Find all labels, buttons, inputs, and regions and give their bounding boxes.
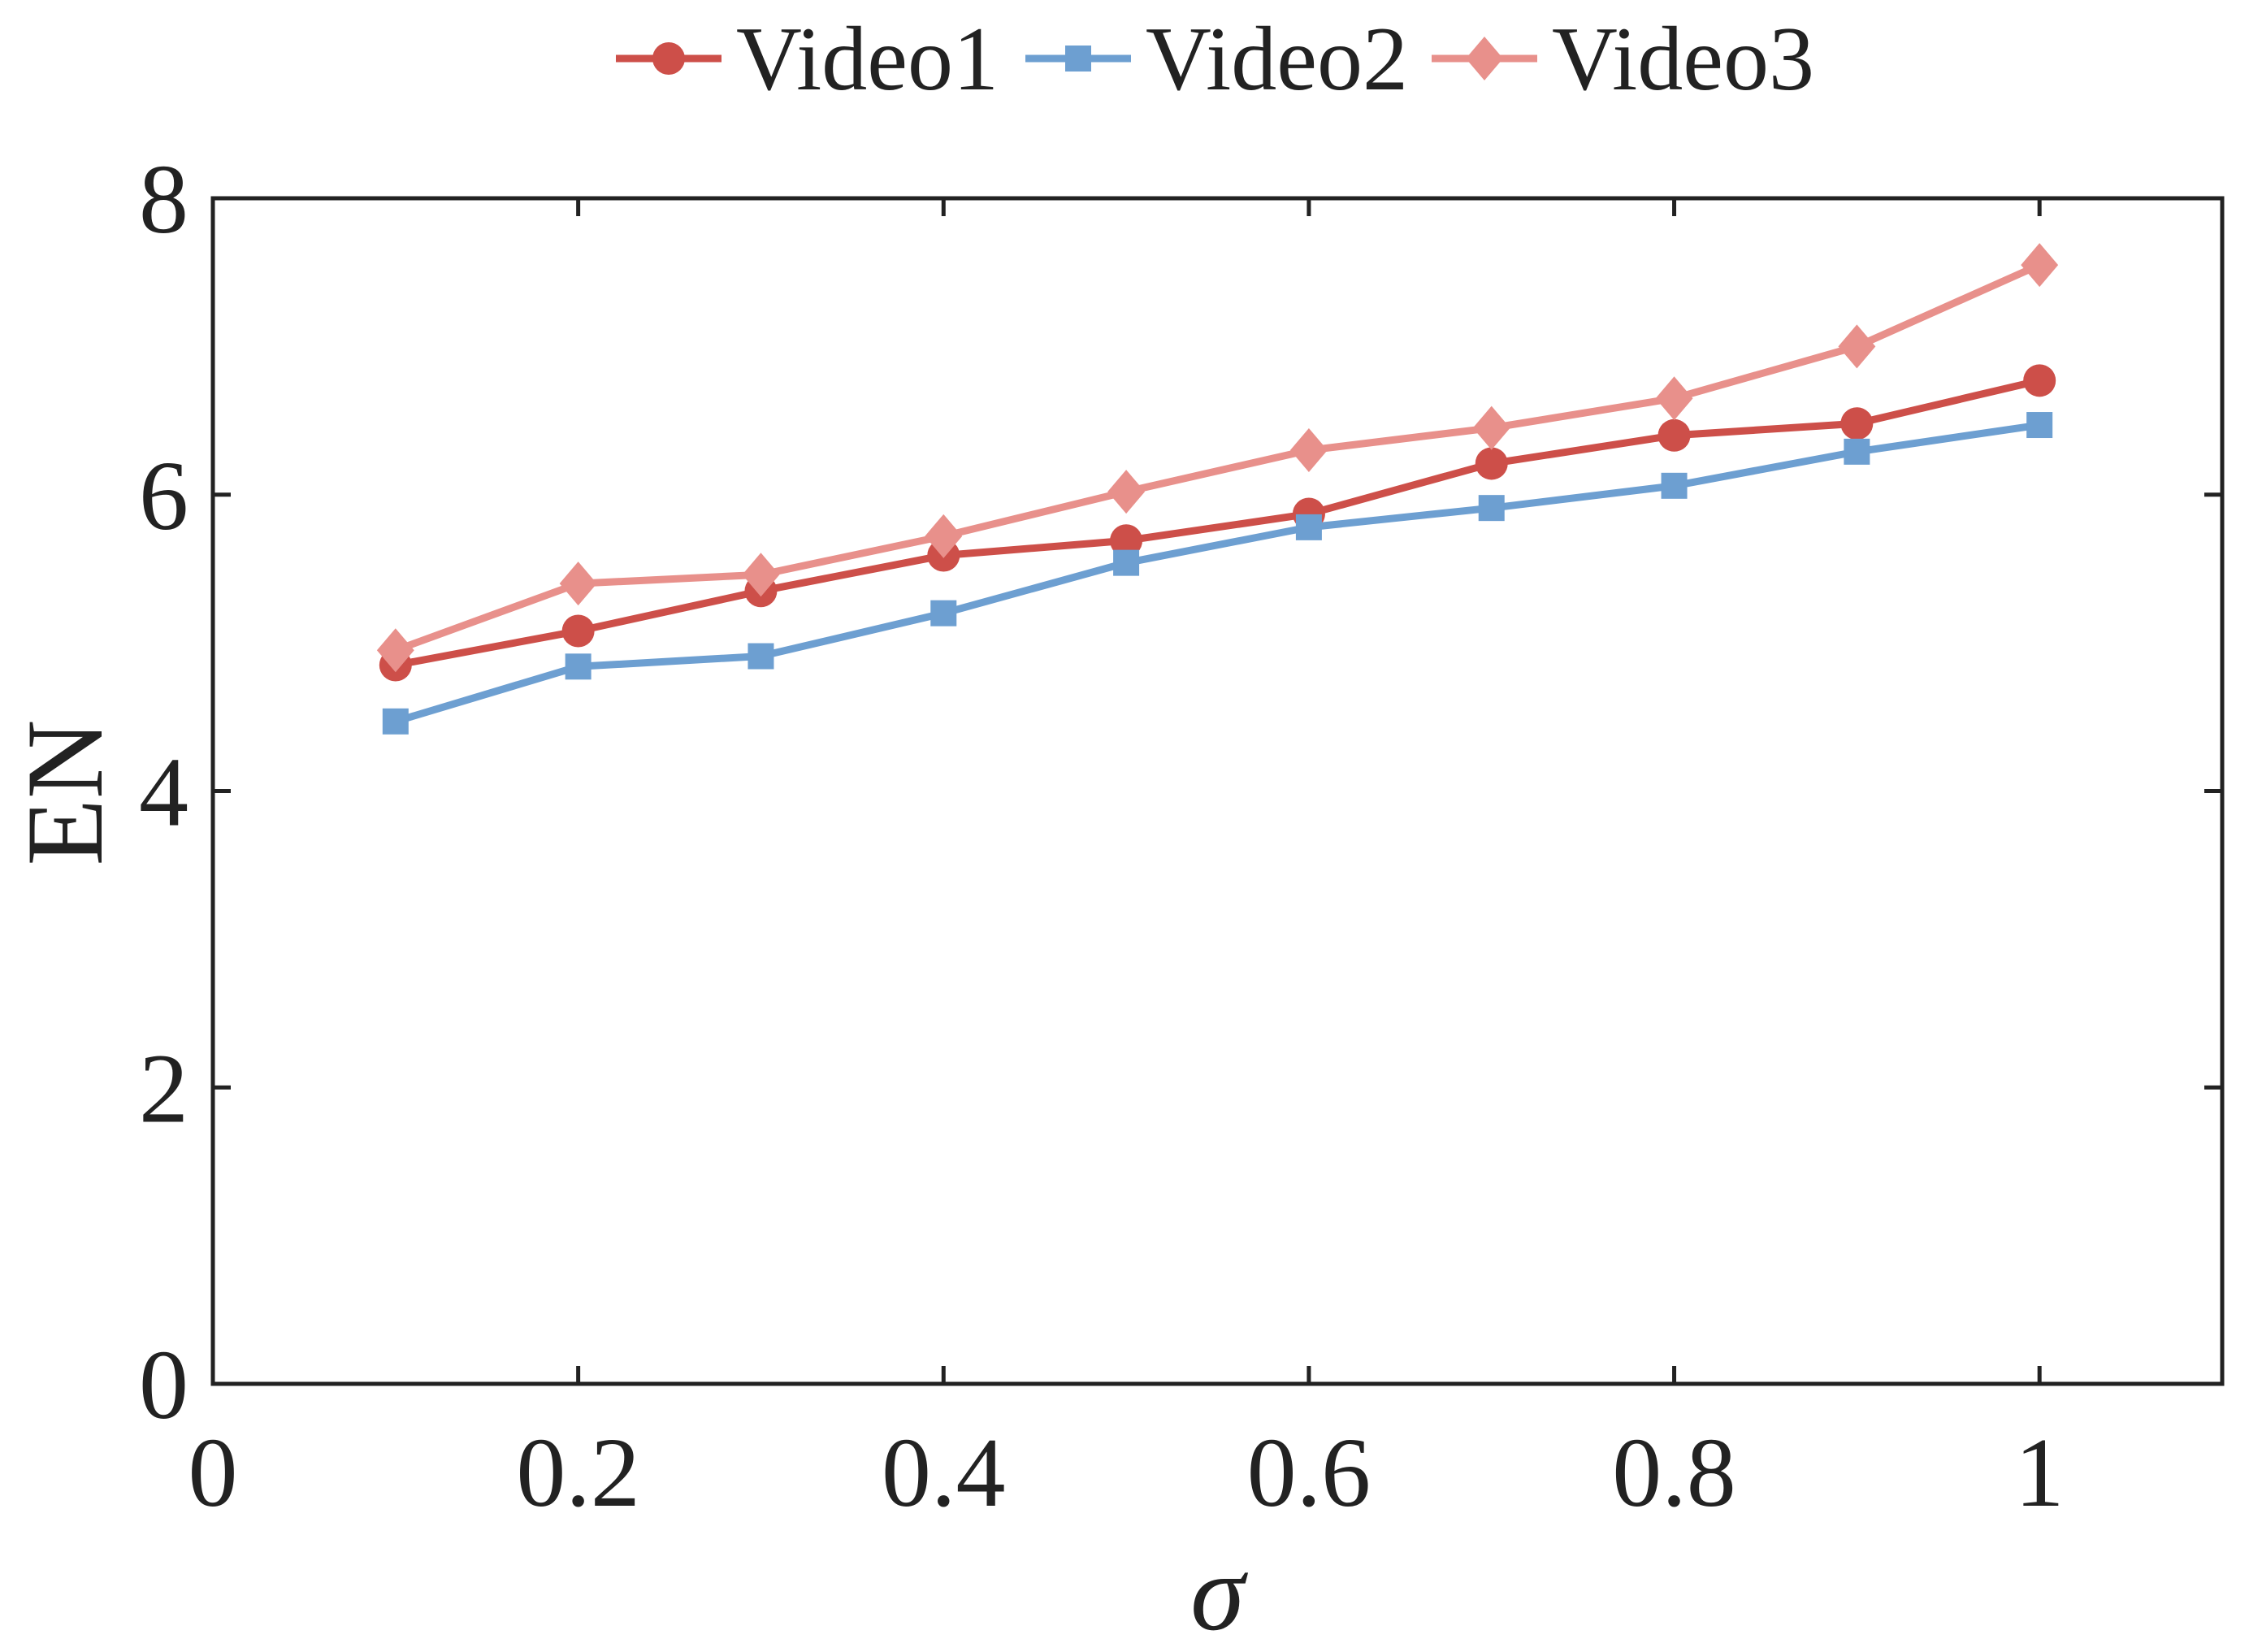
data-point-video1 [1110,524,1143,557]
x-tick-label: 1 [2015,1418,2065,1528]
data-point-video2 [1661,472,1688,499]
data-point-video3 [1472,405,1510,450]
data-point-video2 [748,643,774,670]
series-line-video2 [394,421,2040,726]
data-point-video2 [1113,549,1140,576]
legend-label: Video3 [1552,9,1814,110]
legend-label: Video1 [736,9,999,110]
legend-label: Video2 [1146,9,1408,110]
data-point-video2 [382,708,409,735]
legend: Video1 Video2 Video3 [616,9,1814,110]
data-point-video3 [559,562,597,606]
data-point-video1 [1475,447,1508,480]
data-point-video3 [2021,243,2059,288]
x-tick-label: 0.4 [882,1418,1006,1528]
data-point-video1 [561,614,595,648]
data-point-video3 [1655,376,1693,421]
data-point-video2 [2026,412,2053,439]
y-tick-label: 4 [139,738,188,848]
data-point-video1 [2023,364,2056,397]
data-point-video1 [1658,418,1691,452]
legend-item-video1: Video1 [616,9,999,110]
data-point-video2 [930,600,957,627]
data-point-video2 [1295,514,1322,540]
series-line-video1 [394,376,2041,669]
x-tick-label: 0.2 [516,1418,640,1528]
y-tick-labels: 0 2 4 6 8 [139,145,188,1440]
y-tick-label: 2 [139,1034,188,1143]
data-point-video3 [1289,428,1328,473]
data-point-video2 [565,653,592,680]
legend-item-video3: Video3 [1432,9,1814,110]
series-video1 [379,364,2056,682]
plot-frame [210,196,2225,1386]
series-line-video3 [394,261,2042,654]
legend-marker [1065,46,1091,72]
x-tick-label: 0.6 [1247,1418,1372,1528]
data-point-video3 [1838,324,1876,369]
series-video3 [376,243,2059,673]
data-point-video2 [1478,495,1505,522]
data-point-video1 [1840,407,1874,440]
y-axis-title: EN [5,720,126,866]
plot-area [210,196,2225,1386]
legend-marker [652,42,685,75]
data-point-video2 [1844,438,1870,465]
series-layer [376,243,2059,735]
x-tick-labels: 0 0.2 0.4 0.6 0.8 1 [188,1418,2065,1528]
data-point-video3 [1107,470,1146,514]
x-tick-label: 0 [188,1418,238,1528]
data-point-video3 [742,553,780,597]
axis-ticks [213,198,2222,1384]
legend-item-video2: Video2 [1025,9,1408,110]
x-axis-title: σ [1190,1533,1248,1652]
y-tick-label: 8 [139,145,188,254]
x-tick-label: 0.8 [1612,1418,1736,1528]
y-tick-label: 6 [139,441,188,551]
data-point-video3 [925,514,963,558]
y-tick-label: 0 [139,1330,188,1440]
series-video2 [382,412,2053,735]
data-point-video3 [376,628,414,673]
legend-marker [1466,37,1503,80]
